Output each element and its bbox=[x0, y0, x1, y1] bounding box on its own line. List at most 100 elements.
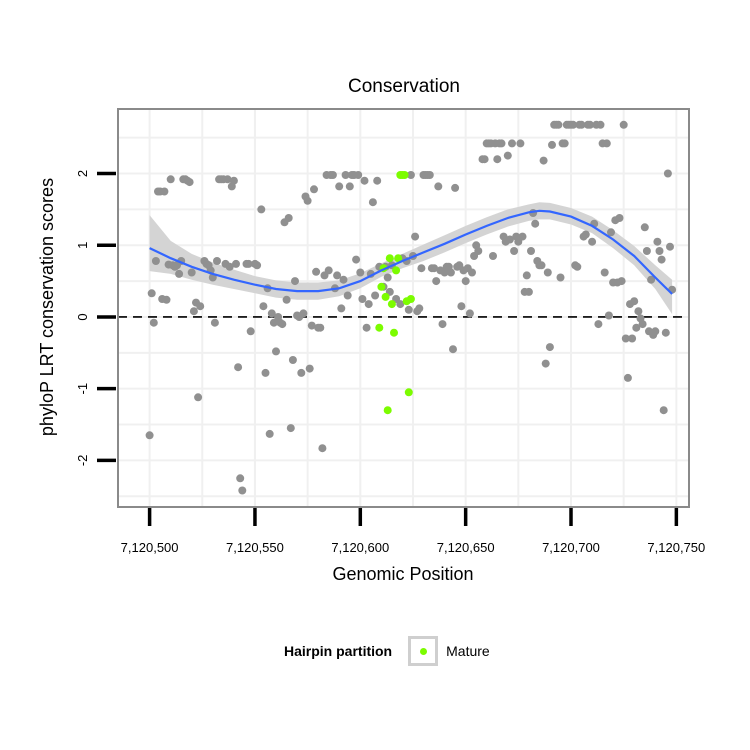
data-point bbox=[411, 232, 420, 241]
data-point bbox=[291, 277, 299, 286]
data-point bbox=[524, 287, 533, 296]
mature-point bbox=[375, 323, 384, 332]
data-point bbox=[651, 327, 660, 336]
data-point bbox=[522, 271, 531, 280]
data-point bbox=[253, 261, 262, 270]
y-tick-label: 0 bbox=[75, 313, 90, 320]
data-point bbox=[335, 182, 344, 191]
grid-lines bbox=[118, 109, 689, 507]
data-point bbox=[160, 187, 169, 196]
y-axis: -2 -1 0 1 2 bbox=[75, 170, 116, 466]
data-point bbox=[297, 368, 306, 377]
data-point bbox=[189, 307, 198, 316]
legend: Hairpin partition Mature bbox=[284, 636, 490, 666]
data-point bbox=[383, 273, 392, 282]
data-point bbox=[356, 268, 365, 277]
data-point bbox=[451, 183, 460, 192]
data-point bbox=[333, 271, 342, 280]
loess-line bbox=[149, 209, 673, 295]
x-tick-label: 7,120,750 bbox=[647, 540, 705, 555]
data-point bbox=[196, 302, 205, 311]
data-point bbox=[545, 343, 554, 352]
data-point bbox=[666, 242, 674, 251]
data-point bbox=[581, 230, 590, 239]
data-point bbox=[175, 269, 184, 278]
data-point bbox=[661, 328, 670, 337]
data-point bbox=[480, 155, 489, 164]
data-point bbox=[548, 140, 556, 149]
data-point bbox=[468, 268, 476, 277]
mature-point bbox=[381, 292, 390, 301]
data-point bbox=[360, 176, 369, 185]
y-axis-label: phyloP LRT conservation scores bbox=[37, 178, 57, 436]
data-point bbox=[569, 120, 578, 129]
data-point bbox=[617, 277, 626, 286]
data-points bbox=[145, 120, 677, 495]
data-point bbox=[531, 219, 540, 228]
data-point bbox=[257, 205, 266, 214]
data-point bbox=[299, 309, 308, 318]
mature-point bbox=[394, 254, 403, 263]
data-point bbox=[642, 247, 651, 255]
data-point bbox=[305, 364, 314, 373]
data-point bbox=[508, 139, 516, 148]
data-point bbox=[244, 259, 253, 268]
data-point bbox=[516, 139, 525, 148]
data-point bbox=[145, 431, 154, 440]
data-point bbox=[640, 223, 649, 232]
data-point bbox=[303, 196, 312, 205]
data-point bbox=[284, 214, 293, 222]
chart-title: Conservation bbox=[348, 76, 460, 97]
data-point bbox=[638, 320, 647, 329]
data-point bbox=[352, 255, 361, 264]
x-tick-label: 7,120,550 bbox=[226, 540, 284, 555]
data-point bbox=[560, 139, 569, 148]
data-point bbox=[210, 318, 219, 327]
data-point bbox=[556, 273, 565, 282]
mature-point bbox=[385, 254, 394, 263]
data-point bbox=[554, 120, 563, 129]
data-point bbox=[265, 429, 274, 438]
data-point bbox=[337, 304, 346, 313]
data-point bbox=[539, 156, 548, 165]
data-point bbox=[541, 359, 550, 368]
data-point bbox=[586, 120, 594, 129]
data-point bbox=[358, 295, 367, 303]
data-point bbox=[632, 323, 641, 332]
data-point bbox=[267, 309, 276, 318]
data-point bbox=[362, 323, 371, 332]
legend-key bbox=[408, 636, 439, 666]
y-tick-label: -1 bbox=[75, 383, 90, 395]
data-point bbox=[312, 267, 321, 276]
data-point bbox=[604, 311, 613, 320]
data-point bbox=[621, 334, 630, 343]
data-point bbox=[434, 182, 443, 191]
data-point bbox=[663, 169, 672, 178]
data-point bbox=[543, 268, 552, 277]
data-point bbox=[596, 120, 605, 129]
data-point bbox=[341, 171, 350, 179]
data-point bbox=[261, 368, 270, 377]
data-point bbox=[213, 257, 221, 265]
data-point bbox=[619, 120, 628, 129]
data-point bbox=[269, 318, 278, 327]
data-point bbox=[607, 228, 615, 237]
data-point bbox=[345, 182, 354, 191]
data-point bbox=[510, 247, 519, 255]
x-axis-label: Genomic Position bbox=[332, 564, 473, 584]
data-point bbox=[396, 300, 405, 309]
data-point bbox=[653, 237, 662, 246]
data-point bbox=[278, 320, 287, 329]
data-point bbox=[588, 237, 597, 246]
data-point bbox=[446, 268, 455, 277]
data-point bbox=[430, 264, 439, 273]
data-point bbox=[185, 178, 194, 187]
data-point bbox=[368, 198, 377, 207]
data-point bbox=[232, 259, 240, 268]
data-point bbox=[339, 275, 348, 284]
data-point bbox=[489, 252, 497, 260]
data-point bbox=[615, 214, 624, 222]
data-point bbox=[223, 175, 232, 184]
data-point bbox=[272, 347, 280, 356]
